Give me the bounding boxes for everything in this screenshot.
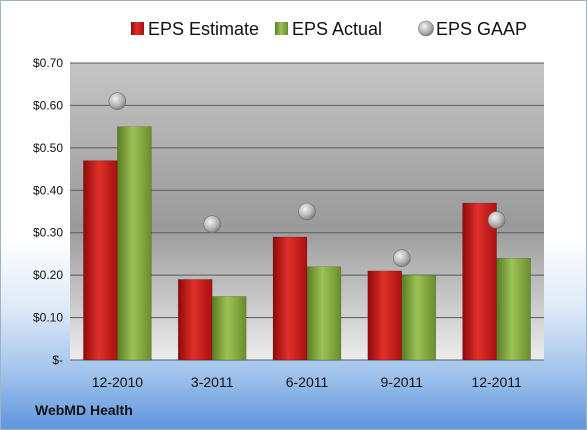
bar-eps-actual <box>306 266 342 361</box>
y-tick-label: $- <box>52 353 63 367</box>
bar-eps-actual <box>211 296 247 361</box>
bar-eps-actual <box>496 257 531 361</box>
marker-eps-gaap <box>108 92 127 110</box>
company-name: WebMD Health <box>35 402 133 418</box>
x-tick-label: 9-2011 <box>381 374 424 390</box>
bar-eps-actual <box>117 126 152 361</box>
x-tick-label: 12-2010 <box>92 374 144 390</box>
x-tick-label: 12-2011 <box>471 374 522 390</box>
bar-eps-estimate <box>462 202 497 361</box>
legend-label: EPS Actual <box>292 19 382 39</box>
bar-eps-estimate <box>177 279 213 361</box>
gaap-markers <box>108 92 506 267</box>
bars <box>83 126 531 361</box>
y-tick-label: $0.30 <box>33 226 63 240</box>
legend-swatch <box>275 22 288 35</box>
bar-eps-estimate <box>367 270 403 361</box>
x-axis-labels: 12-2010 3-2011 6-2011 9-2011 12-2011 <box>92 374 522 390</box>
legend-swatch <box>418 20 434 37</box>
y-tick-label: $0.70 <box>33 56 63 70</box>
x-tick-label: 3-2011 <box>191 374 234 390</box>
y-tick-label: $0.40 <box>33 183 63 197</box>
y-tick-label: $0.50 <box>33 141 63 155</box>
marker-eps-gaap <box>487 211 506 229</box>
marker-eps-gaap <box>298 202 316 221</box>
y-tick-label: $0.10 <box>33 311 63 325</box>
bar-eps-actual <box>401 274 437 361</box>
y-tick-label: $0.60 <box>33 98 63 112</box>
y-axis-ticks: $- $0.10 $0.20 $0.30 $0.40 $0.50 $0.60 $0.70 <box>33 56 63 367</box>
x-tick-label: 6-2011 <box>286 374 329 390</box>
legend: EPS Estimate EPS Actual EPS GAAP <box>131 19 527 39</box>
marker-eps-gaap <box>203 215 221 234</box>
bar-eps-estimate <box>83 160 118 361</box>
marker-eps-gaap <box>392 249 411 267</box>
legend-label: EPS Estimate <box>148 19 259 39</box>
legend-label: EPS GAAP <box>436 19 527 39</box>
bar-eps-estimate <box>272 236 308 361</box>
legend-swatch <box>131 22 144 35</box>
y-tick-label: $0.20 <box>33 268 63 282</box>
